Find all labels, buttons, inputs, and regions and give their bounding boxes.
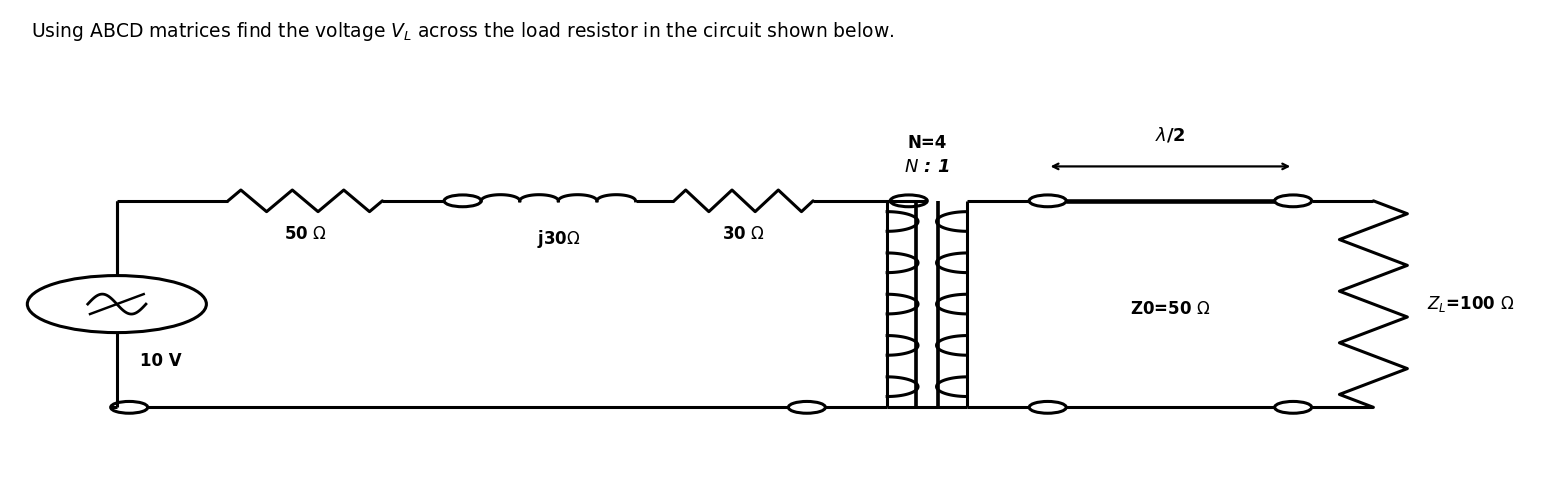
Text: 10 V: 10 V	[140, 352, 182, 370]
Text: Using ABCD matrices find the voltage $V_L$ across the load resistor in the circu: Using ABCD matrices find the voltage $V_…	[31, 20, 894, 43]
Text: 50 $\Omega$: 50 $\Omega$	[284, 226, 327, 244]
Text: 30 $\Omega$: 30 $\Omega$	[722, 226, 765, 244]
Text: $N$ : 1: $N$ : 1	[905, 158, 950, 176]
Text: N=4: N=4	[908, 134, 947, 152]
Text: $\lambda$/2: $\lambda$/2	[1155, 126, 1186, 144]
Text: j30$\Omega$: j30$\Omega$	[537, 228, 580, 250]
Text: $Z_L$=100 $\Omega$: $Z_L$=100 $\Omega$	[1428, 294, 1515, 314]
Text: Z0=50 $\Omega$: Z0=50 $\Omega$	[1130, 300, 1211, 318]
